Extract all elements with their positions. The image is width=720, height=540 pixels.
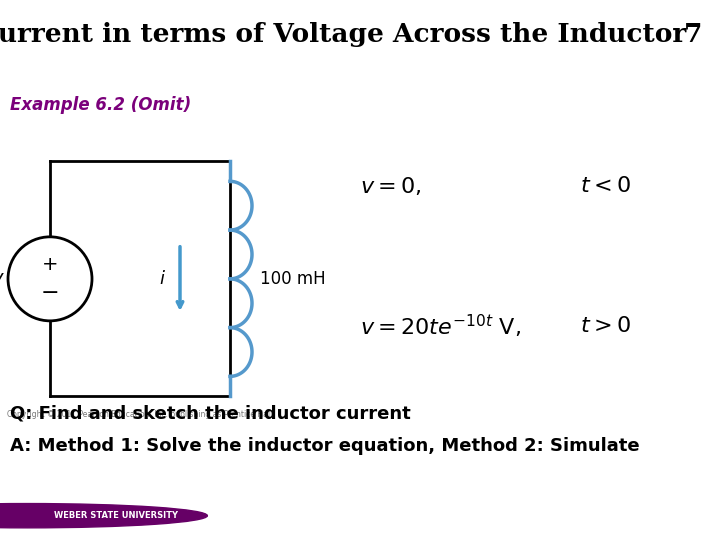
- Text: $t < 0$: $t < 0$: [580, 177, 631, 197]
- Text: Current in terms of Voltage Across the Inductor: Current in terms of Voltage Across the I…: [0, 22, 686, 47]
- Text: 7: 7: [683, 22, 702, 47]
- Text: WEBER STATE UNIVERSITY: WEBER STATE UNIVERSITY: [54, 511, 178, 520]
- Text: Suketu Naik: Suketu Naik: [631, 511, 698, 521]
- Text: Q: Find and sketch the inductor current: Q: Find and sketch the inductor current: [10, 404, 410, 422]
- Text: +: +: [42, 255, 58, 274]
- Circle shape: [0, 503, 207, 528]
- Text: $v = 0,$: $v = 0,$: [360, 176, 421, 197]
- Circle shape: [8, 237, 92, 321]
- Text: $i$: $i$: [159, 270, 166, 288]
- Text: Example 6.2 (Omit): Example 6.2 (Omit): [10, 96, 192, 114]
- Text: ECE 1270 Introduction to Electric Circuits: ECE 1270 Introduction to Electric Circui…: [246, 511, 474, 521]
- Text: $t > 0$: $t > 0$: [580, 316, 631, 336]
- Text: $v = 20te^{-10t}\ \mathrm{V},$: $v = 20te^{-10t}\ \mathrm{V},$: [360, 313, 521, 340]
- Text: $v$: $v$: [0, 269, 5, 288]
- Text: A: Method 1: Solve the inductor equation, Method 2: Simulate: A: Method 1: Solve the inductor equation…: [10, 437, 639, 455]
- Text: 100 mH: 100 mH: [260, 270, 325, 288]
- Text: −: −: [41, 283, 59, 303]
- Text: Copyright © 2011 Pearson Education, Inc. publishing as Prentice Hall: Copyright © 2011 Pearson Education, Inc.…: [7, 410, 273, 419]
- Circle shape: [0, 500, 258, 531]
